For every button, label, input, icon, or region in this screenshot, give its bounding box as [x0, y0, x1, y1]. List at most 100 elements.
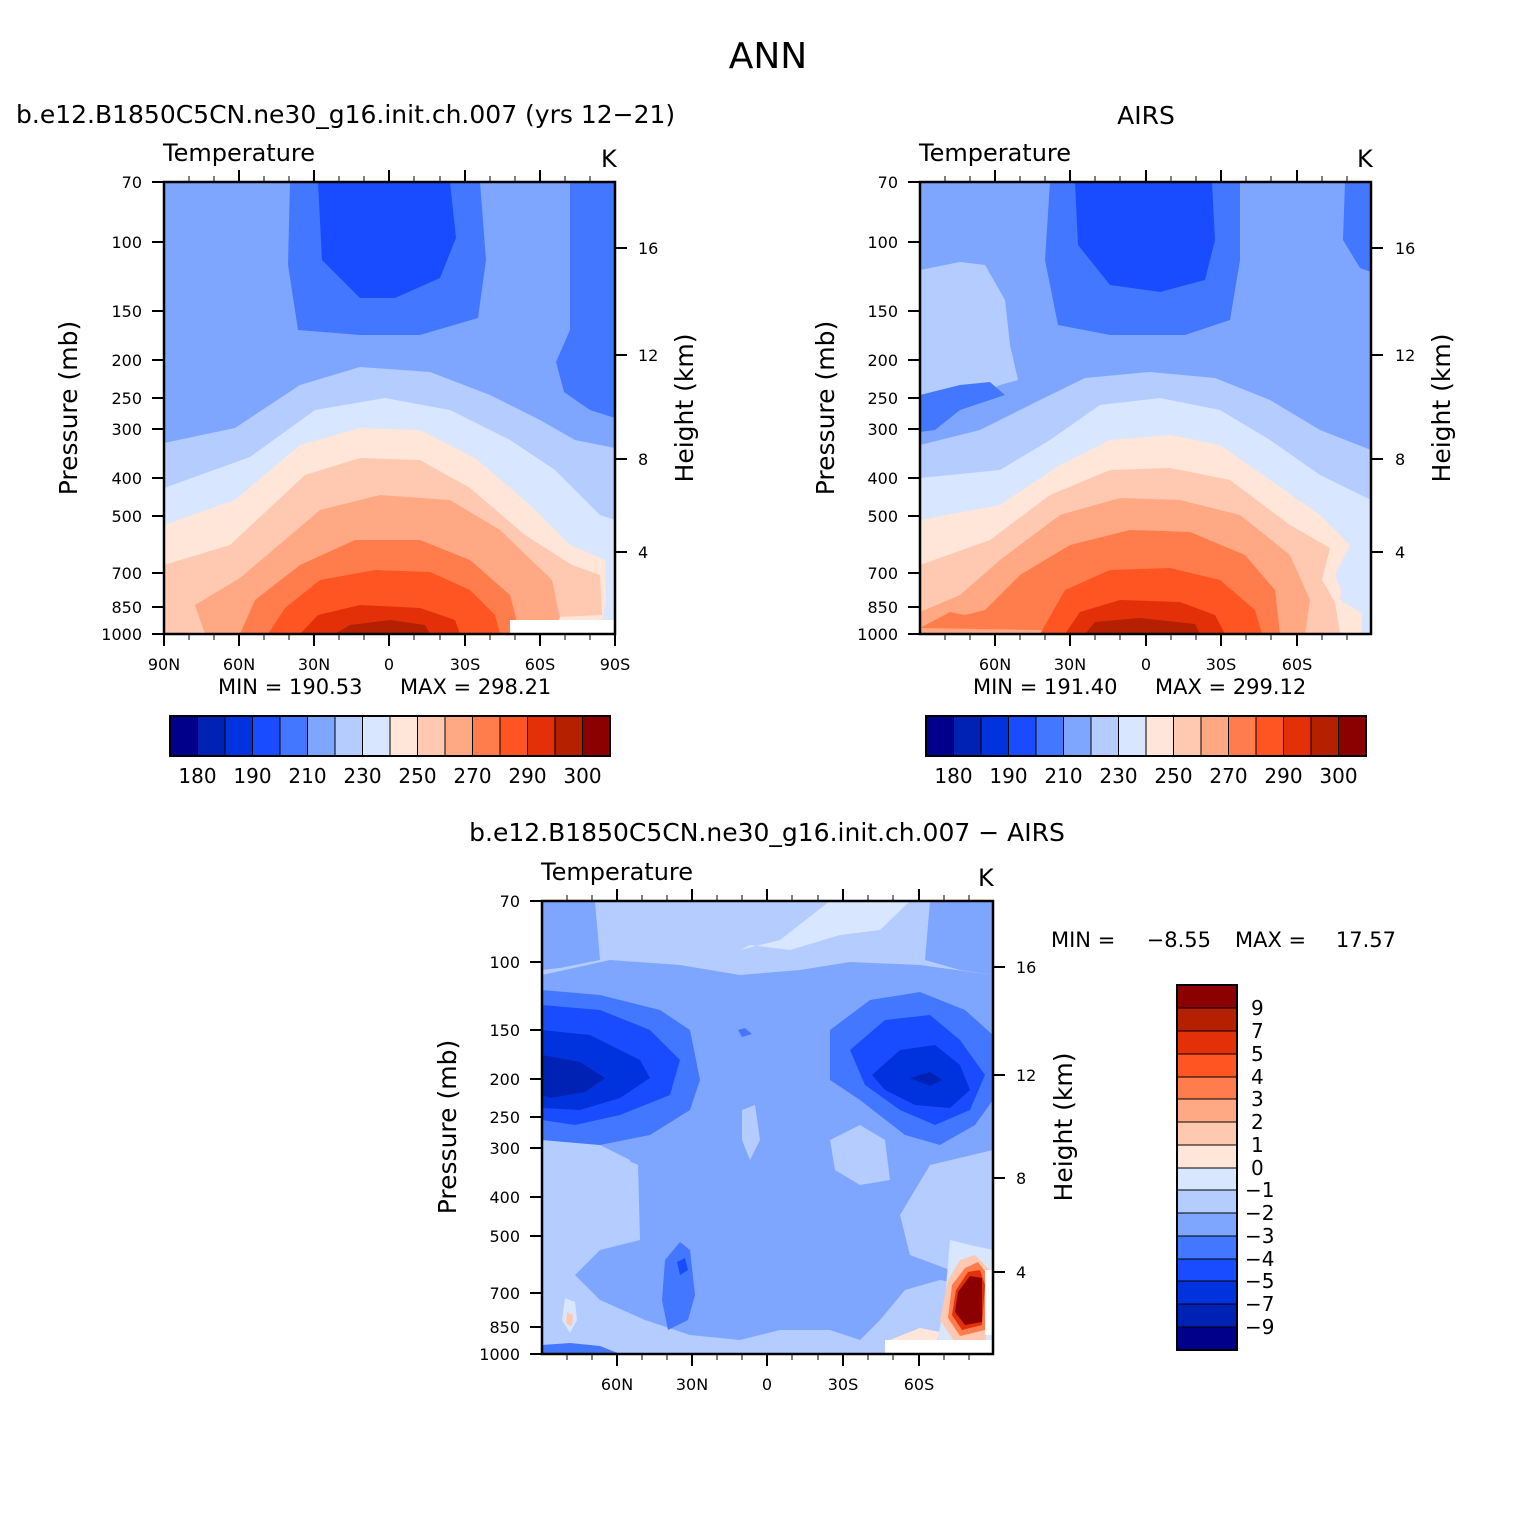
colorbar-label: 270: [453, 764, 491, 788]
y-tick-label: 700: [489, 1284, 520, 1303]
x-tick-label: 30N: [298, 655, 330, 674]
colorbar-swatch: [1091, 716, 1119, 756]
contour-band: [830, 1125, 890, 1185]
y-tick-label: 850: [111, 598, 142, 617]
colorbar-swatch: [252, 716, 280, 756]
colorbar-swatch: [926, 716, 954, 756]
colorbar-swatch: [953, 716, 981, 756]
y-tick-label: 250: [111, 389, 142, 408]
y-tick-label: 200: [867, 351, 898, 370]
colorbar-label: 230: [1099, 764, 1137, 788]
panel-model: b.e12.B1850C5CN.ne30_g16.init.ch.007 (yr…: [16, 100, 699, 788]
contour-band: [542, 1055, 605, 1098]
colorbar-label: 180: [178, 764, 216, 788]
colorbar-label: −5: [1245, 1269, 1274, 1293]
colorbar-label: 270: [1209, 764, 1247, 788]
y-tick-label: 850: [489, 1318, 520, 1337]
max-value: 17.57: [1336, 928, 1396, 952]
contour-band: [920, 262, 1018, 410]
max-label: MAX =: [1235, 928, 1306, 952]
colorbar-label: −2: [1245, 1201, 1274, 1225]
y-tick-label: 400: [489, 1188, 520, 1207]
min-label: MIN =: [1051, 928, 1115, 952]
y-tick-label: 300: [867, 420, 898, 439]
y2-tick-label: 4: [638, 543, 648, 562]
y2-axis-label: Height (km): [1427, 334, 1456, 483]
colorbar-label: 7: [1251, 1019, 1264, 1043]
colorbar-label: 290: [508, 764, 546, 788]
panel-diff-units: K: [978, 864, 995, 892]
y2-tick-label: 8: [1016, 1169, 1026, 1188]
colorbar-label: 5: [1251, 1042, 1264, 1066]
y-tick-label: 300: [489, 1139, 520, 1158]
colorbar-swatch: [335, 716, 363, 756]
colorbar-label: 180: [934, 764, 972, 788]
missing-data-region: [510, 620, 615, 634]
colorbar-swatch: [1311, 716, 1339, 756]
colorbar-swatch: [1228, 716, 1256, 756]
y-tick-label: 500: [111, 507, 142, 526]
colorbar-swatch: [1036, 716, 1064, 756]
colorbar-label: 3: [1251, 1087, 1264, 1111]
panel-diff-y2ticks: 16 12 8 4: [993, 958, 1036, 1282]
panel-model-title: b.e12.B1850C5CN.ne30_g16.init.ch.007 (yr…: [16, 100, 675, 129]
y2-tick-label: 12: [1016, 1066, 1036, 1085]
y-tick-label: 70: [500, 892, 520, 911]
min-value: MIN = 191.40: [973, 675, 1117, 699]
panel-obs-contours: [920, 182, 1371, 634]
contour-band: [662, 1242, 695, 1330]
y-tick-label: 700: [867, 564, 898, 583]
colorbar-swatch: [1177, 1077, 1237, 1099]
colorbar-swatch: [1177, 1031, 1237, 1054]
contour-band: [556, 182, 615, 418]
colorbar-swatch: [1177, 1213, 1237, 1236]
panel-obs-xticks: 60N 30N 0 30S 60S: [944, 170, 1348, 674]
y-tick-label: 100: [867, 233, 898, 252]
x-tick-label: 0: [384, 655, 394, 674]
contour-band: [677, 1258, 688, 1275]
y2-tick-label: 8: [1395, 450, 1405, 469]
colorbar-swatch: [981, 716, 1009, 756]
contour-band: [566, 1312, 573, 1326]
contour-band: [1343, 182, 1371, 272]
panel-obs: AIRS Temperature K 60N 30N 0 30S: [811, 101, 1456, 788]
panel-model-variable: Temperature: [162, 139, 315, 167]
y2-tick-label: 4: [1395, 543, 1405, 562]
colorbar-swatch: [1177, 1145, 1237, 1168]
x-tick-label: 60S: [1282, 655, 1313, 674]
colorbar-swatch: [1177, 1190, 1237, 1213]
colorbar-swatch: [1177, 1259, 1237, 1281]
colorbar-label: 9: [1251, 996, 1264, 1020]
contour-band: [1085, 618, 1200, 634]
y2-tick-label: 12: [1395, 346, 1415, 365]
max-value: MAX = 298.21: [400, 675, 551, 699]
colorbar-label: −3: [1245, 1224, 1274, 1248]
x-tick-label: 30N: [1054, 655, 1086, 674]
panel-obs-units: K: [1357, 145, 1374, 173]
panel-diff-colorbar: 9 7 5 4 3 2 1 0 −1 −2 −3 −4 −5 −7 −9: [1176, 984, 1274, 1351]
colorbar-swatch: [1201, 716, 1229, 756]
colorbar-label: 290: [1264, 764, 1302, 788]
colorbar-swatch: [500, 716, 528, 756]
colorbar-swatch: [1256, 716, 1284, 756]
colorbar-swatch: [1177, 1099, 1237, 1122]
colorbar-swatch: [1173, 716, 1201, 756]
panel-model-yticks: 70 100 150 200 250 300 400 500 700 850 1…: [101, 173, 164, 644]
y-tick-label: 400: [111, 469, 142, 488]
contour-band: [955, 1276, 982, 1325]
panel-diff-title: b.e12.B1850C5CN.ne30_g16.init.ch.007 − A…: [469, 818, 1065, 847]
colorbar-label: 300: [563, 764, 601, 788]
contour-band: [1075, 182, 1215, 292]
colorbar-swatch: [1338, 716, 1366, 756]
panel-obs-y2ticks: 16 12 8 4: [1371, 239, 1415, 562]
contour-band: [542, 1343, 620, 1354]
x-tick-label: 60S: [904, 1375, 935, 1394]
y-axis-label: Pressure (mb): [54, 321, 83, 495]
x-tick-label: 30S: [828, 1375, 859, 1394]
colorbar-swatch: [225, 716, 253, 756]
panel-obs-yticks: 70 100 150 200 250 300 400 500 700 850 1…: [857, 173, 920, 644]
x-tick-label: 30S: [1206, 655, 1237, 674]
colorbar-label: 190: [989, 764, 1027, 788]
x-tick-label: 60S: [525, 655, 556, 674]
